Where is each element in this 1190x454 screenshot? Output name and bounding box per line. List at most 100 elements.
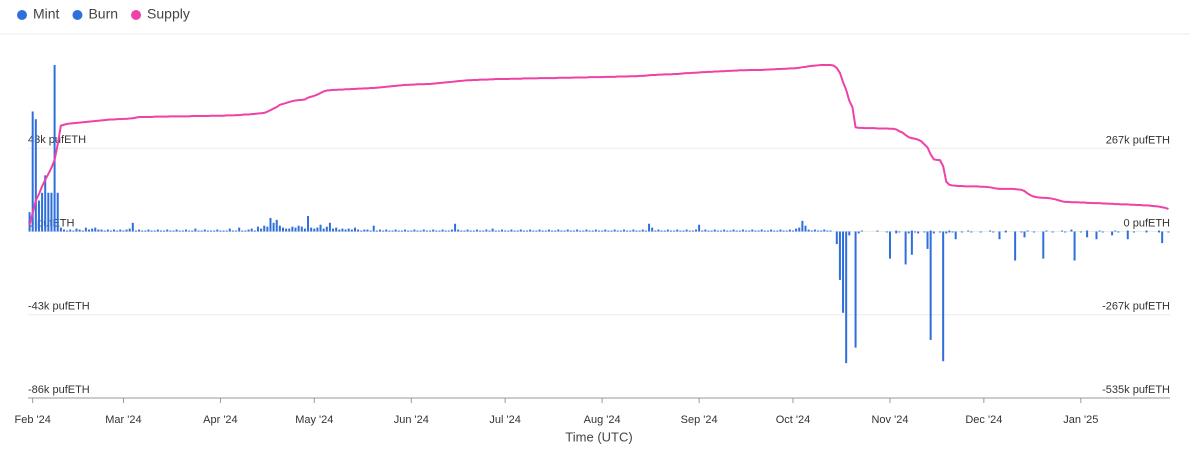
x-tick-label: Jan '25 (1063, 414, 1098, 426)
bar (138, 229, 141, 232)
bar (497, 230, 500, 232)
bar (766, 230, 769, 232)
bar (694, 229, 697, 232)
bar (795, 228, 798, 232)
bar (1051, 231, 1054, 233)
bar (547, 229, 550, 232)
bar (904, 231, 907, 265)
bar (185, 229, 188, 232)
bar (313, 228, 316, 232)
bar (300, 226, 303, 232)
bar (741, 229, 744, 232)
bar (529, 229, 532, 232)
x-tick-label: Mar '24 (105, 414, 141, 426)
bar (169, 230, 172, 232)
bar (942, 231, 945, 362)
bar (319, 224, 322, 232)
x-axis-title: Time (UTC) (565, 429, 632, 444)
bar (760, 229, 763, 232)
bar (266, 226, 269, 232)
bar (763, 230, 766, 232)
legend-item[interactable]: Burn (72, 6, 118, 22)
bar (876, 230, 879, 232)
bar (278, 225, 281, 232)
x-tick-label: Dec '24 (965, 414, 1002, 426)
bar (454, 223, 457, 232)
legend-label: Mint (33, 6, 60, 22)
bar (1045, 230, 1048, 232)
bar (538, 229, 541, 232)
bar (216, 229, 219, 232)
bar (613, 229, 616, 232)
bar (1026, 230, 1029, 232)
bar (435, 230, 438, 232)
bar (235, 230, 238, 232)
y2-tick-label: 267k pufETH (1106, 134, 1170, 146)
bar (1004, 230, 1007, 232)
bar (338, 229, 341, 232)
bar (141, 230, 144, 232)
bar (813, 229, 816, 232)
bar (679, 230, 682, 232)
bar (989, 230, 992, 232)
bar (297, 225, 300, 232)
bar (854, 231, 857, 348)
legend-item[interactable]: Mint (17, 6, 60, 22)
bar (200, 230, 203, 232)
bar (210, 230, 213, 232)
bar (1042, 231, 1045, 259)
bar (945, 231, 948, 234)
bar (1114, 230, 1117, 232)
bar (172, 230, 175, 232)
bar (1061, 230, 1064, 232)
bar (970, 231, 973, 233)
bar (544, 230, 547, 232)
bar (513, 230, 516, 232)
bar (163, 230, 166, 232)
bar (466, 229, 469, 232)
bar (682, 230, 685, 232)
x-tick-label: Jul '24 (489, 414, 520, 426)
bar (632, 229, 635, 232)
bar (382, 230, 385, 232)
legend-item[interactable]: Supply (131, 6, 190, 22)
bar (288, 228, 291, 232)
bar (691, 230, 694, 232)
bar (885, 231, 888, 233)
bar (469, 230, 472, 232)
bar (751, 229, 754, 232)
bar (485, 229, 488, 232)
bar (1117, 231, 1120, 233)
bar (332, 228, 335, 232)
bar (1158, 230, 1161, 232)
bar (522, 230, 525, 232)
bar (325, 226, 328, 232)
bar (253, 230, 256, 232)
bar (560, 230, 563, 232)
bar (109, 230, 112, 232)
bar (166, 229, 169, 232)
bar (579, 230, 582, 232)
bar (842, 231, 845, 313)
bar (948, 231, 951, 233)
bar (419, 230, 422, 232)
bar (175, 229, 178, 232)
bar (648, 223, 651, 232)
bar (701, 230, 704, 232)
bar (1014, 231, 1017, 261)
x-tick-label: Jun '24 (394, 414, 429, 426)
bar (479, 230, 482, 232)
bar (119, 229, 122, 232)
bar (31, 111, 34, 232)
bar (178, 230, 181, 232)
bar (1145, 230, 1148, 232)
bar (888, 231, 891, 259)
y-tick-label: -43k pufETH (28, 301, 90, 313)
bar (360, 230, 363, 232)
bar (569, 230, 572, 232)
bar (551, 230, 554, 232)
bar (651, 227, 654, 232)
bar (914, 231, 917, 233)
bar (654, 230, 657, 232)
bar (219, 230, 222, 232)
